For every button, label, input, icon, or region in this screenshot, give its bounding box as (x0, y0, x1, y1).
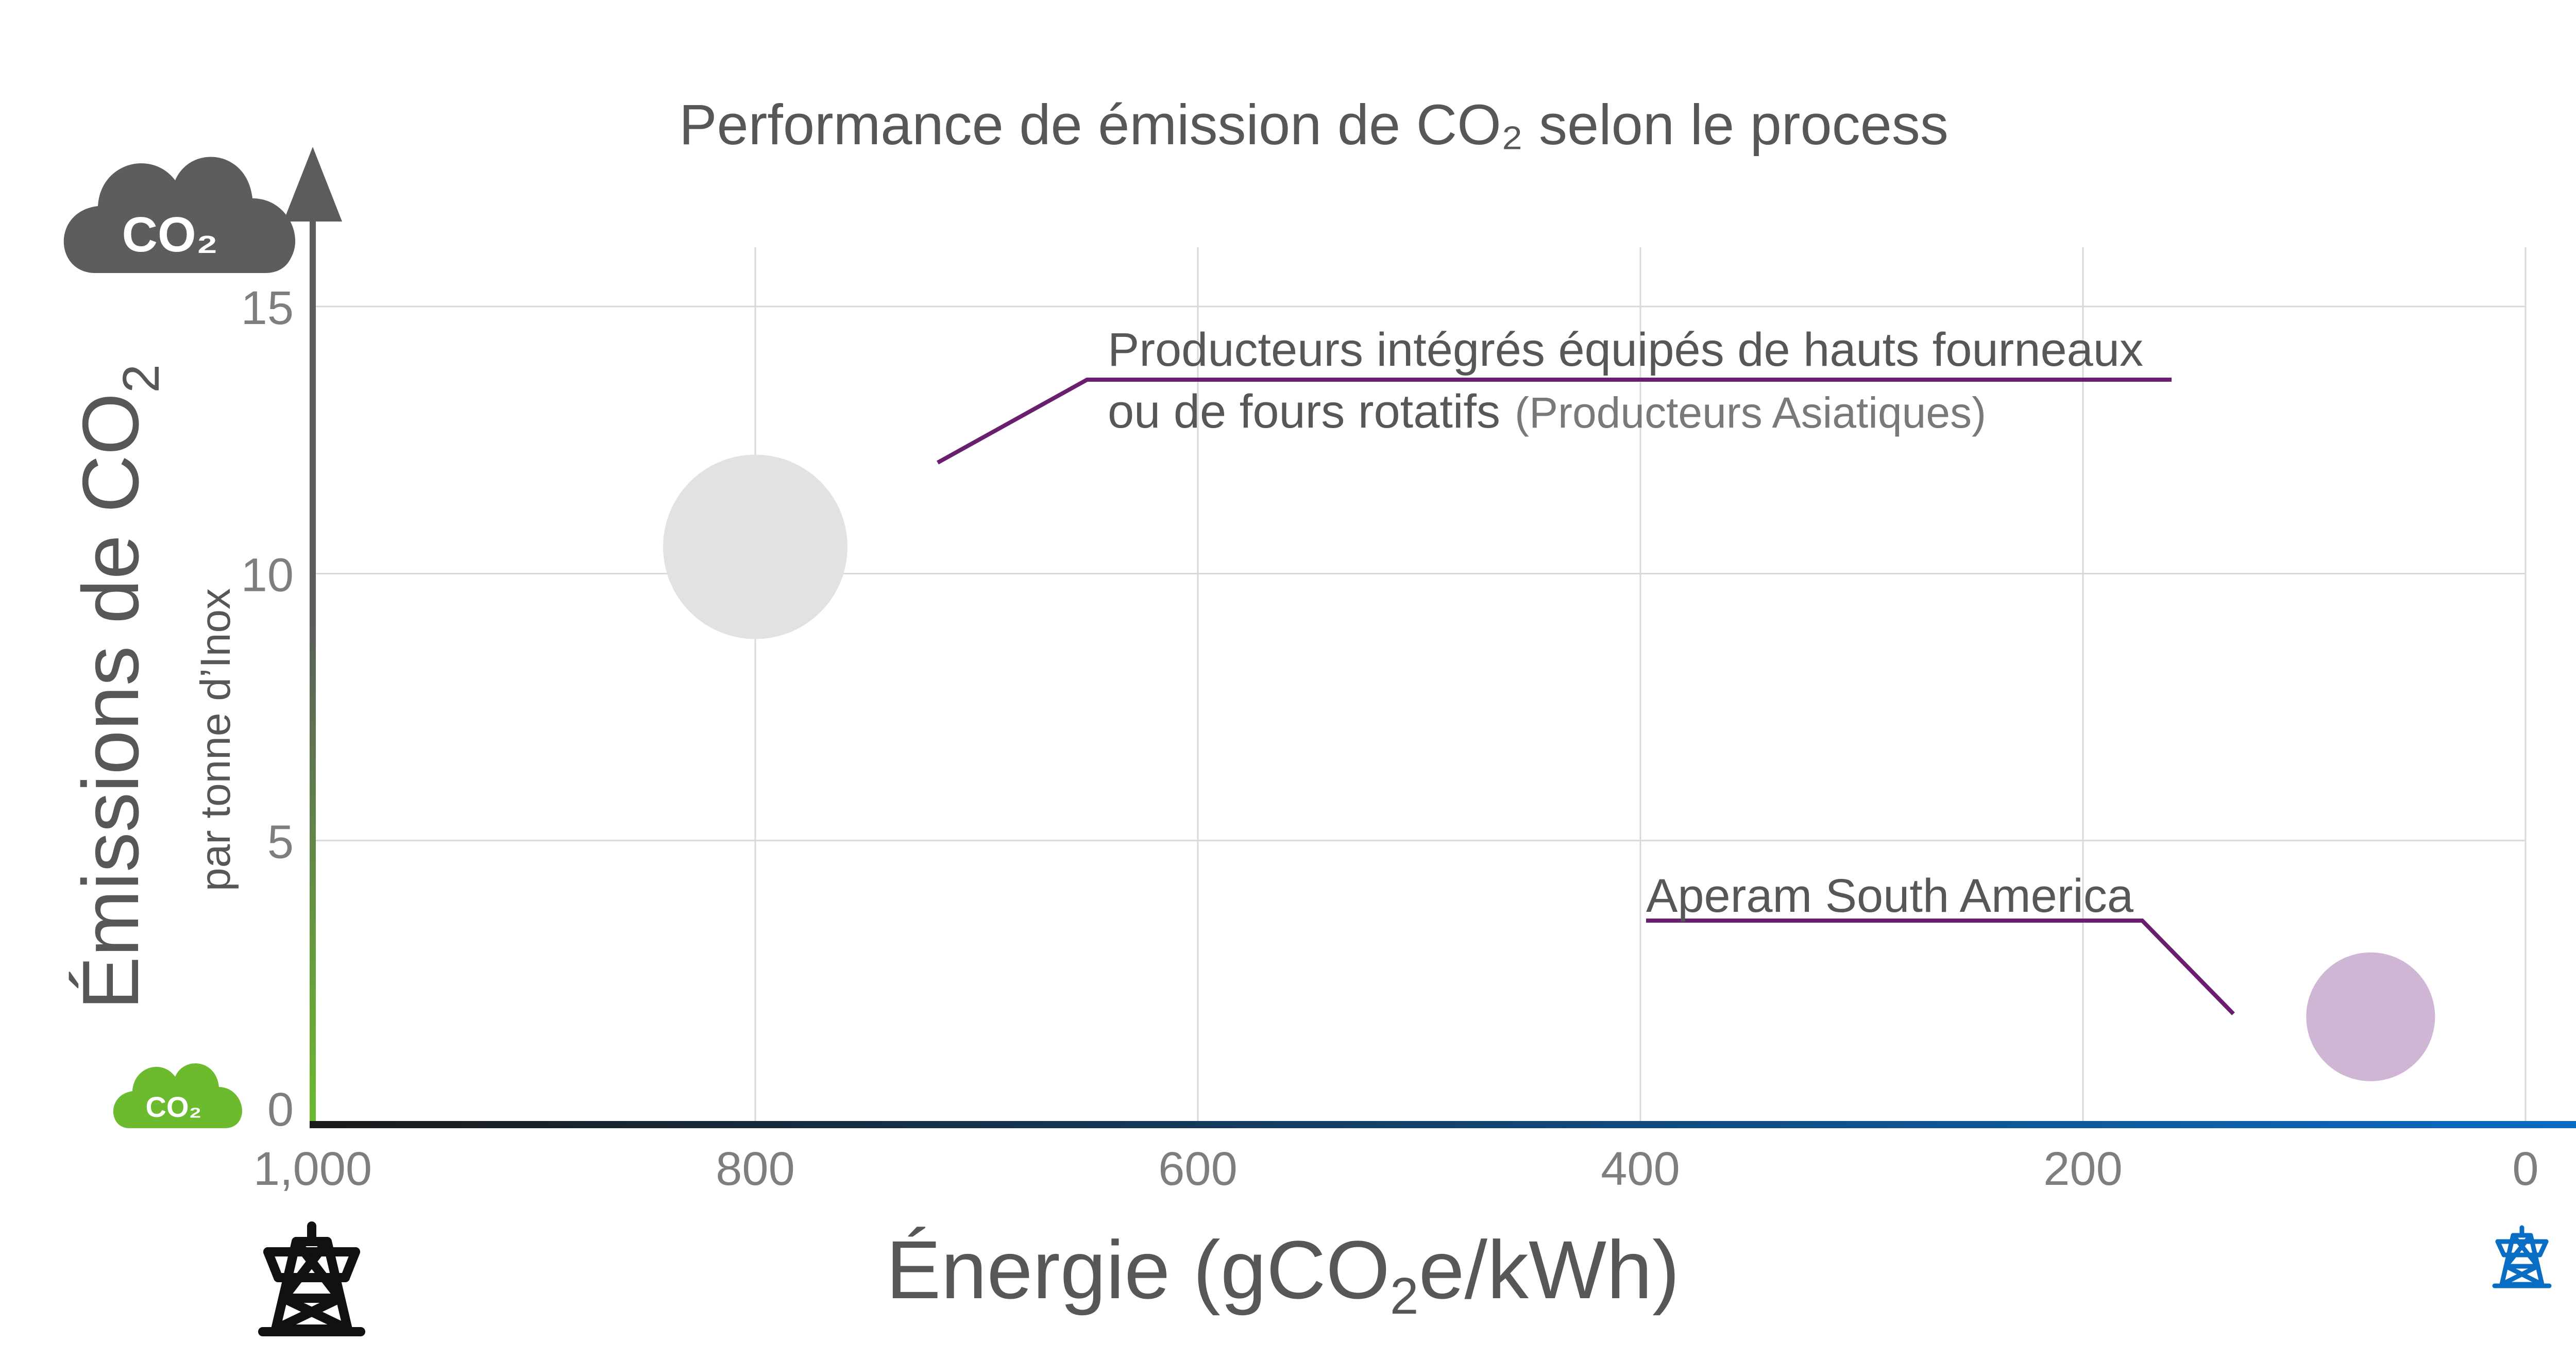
y-tick-labels: 0 5 10 15 (241, 282, 294, 1136)
co2-cloud-green-text: CO₂ (146, 1091, 202, 1123)
x-tick-label: 400 (1601, 1143, 1680, 1195)
x-tick-label: 600 (1158, 1143, 1238, 1195)
leader-line-aperam (1646, 919, 2235, 1015)
annotation-aperam: Aperam South America (1646, 870, 2134, 922)
y-axis-secondary-label: par tonne d’Inox (192, 588, 239, 891)
leader-line-asian (937, 378, 2172, 465)
y-axis-label-sub: 2 (112, 364, 170, 393)
annotation-asian-line1: Producteurs intégrés équipés de hauts fo… (1108, 324, 2143, 376)
x-axis-label: Énergie (gCO2e/kWh) (886, 1224, 1680, 1325)
bubbles (663, 454, 2435, 1081)
x-tick-label: 0 (2512, 1143, 2538, 1195)
chart-title: Performance de émission de CO₂ selon le … (679, 93, 1948, 157)
y-axis-label-main: Émissions de CO (66, 393, 155, 1010)
power-pylon-black-icon (258, 1221, 365, 1336)
y-tick-label: 10 (241, 549, 294, 601)
y-axis-line (310, 196, 316, 1128)
y-tick-label: 15 (241, 282, 294, 334)
annotation-asian-line2: ou de fours rotatifs (Producteurs Asiatiq… (1108, 385, 1986, 438)
annotation-asian-light: (Producteurs Asiatiques) (1515, 388, 1986, 437)
x-tick-label: 200 (2043, 1143, 2123, 1195)
x-axis-label-main: Énergie (gCO (886, 1224, 1390, 1316)
power-pylon-blue-icon (2492, 1225, 2552, 1288)
y-axis-arrow (283, 147, 342, 222)
axes (283, 147, 2576, 1128)
x-axis-label-tail: e/kWh) (1419, 1224, 1680, 1316)
y-tick-label: 5 (267, 816, 294, 869)
co2-cloud-green-icon: CO₂ (113, 1063, 243, 1128)
bubble-0 (663, 454, 848, 639)
y-tick-label: 0 (267, 1083, 294, 1136)
co2-cloud-dark-icon: CO₂ (63, 157, 296, 273)
x-tick-label: 800 (716, 1143, 795, 1195)
x-axis-line (310, 1121, 2576, 1128)
y-axis-label: Émissions de CO2 (66, 364, 170, 1010)
bubble-1 (2306, 952, 2435, 1081)
x-tick-label: 1,000 (253, 1143, 372, 1195)
x-tick-labels: 1,000 800 600 400 200 0 (253, 1143, 2539, 1195)
leader-lines (937, 378, 2235, 1015)
annotation-asian-bold: ou de fours rotatifs (1108, 385, 1500, 438)
co2-cloud-dark-text: CO₂ (122, 207, 218, 262)
x-axis-label-sub: 2 (1390, 1267, 1419, 1325)
